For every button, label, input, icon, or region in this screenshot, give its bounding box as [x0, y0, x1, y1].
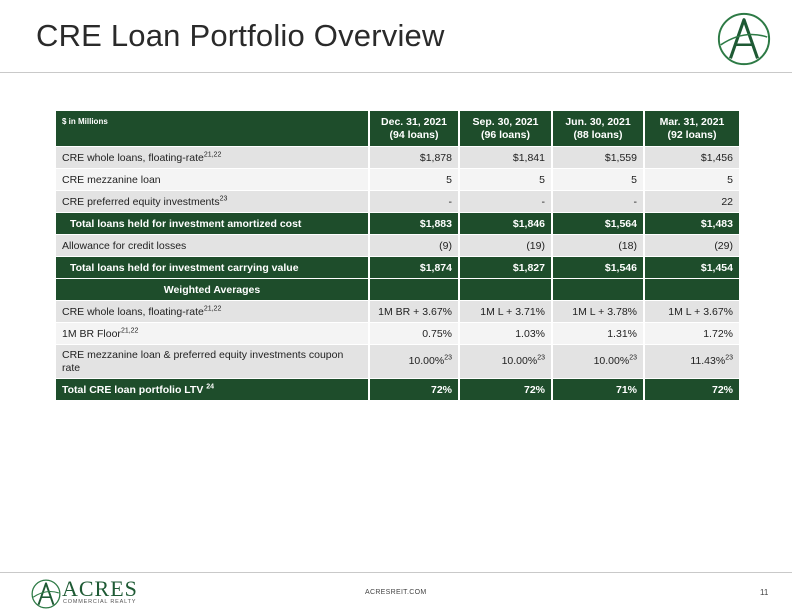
footer-divider: [0, 572, 792, 573]
column-header: Sep. 30, 2021 (96 loans): [460, 111, 553, 147]
table-cell: 11.43%23: [645, 345, 739, 379]
section-header-row: Weighted Averages: [56, 279, 739, 301]
section-header: Weighted Averages: [56, 279, 370, 301]
table-cell: $1,564: [553, 213, 645, 235]
table-cell: [460, 279, 553, 301]
table-row: CRE mezzanine loan & preferred equity in…: [56, 345, 739, 379]
table-cell: 10.00%23: [553, 345, 645, 379]
unit-label: $ in Millions: [56, 111, 370, 147]
table-cell: 10.00%23: [460, 345, 553, 379]
row-label: 1M BR Floor21,22: [56, 323, 370, 345]
page-number: 11: [760, 588, 769, 597]
table-row: CRE whole loans, floating-rate21,22 1M B…: [56, 301, 739, 323]
table-cell: 1M L + 3.71%: [460, 301, 553, 323]
column-header: Mar. 31, 2021 (92 loans): [645, 111, 739, 147]
row-label: CRE mezzanine loan: [56, 169, 370, 191]
table-cell: -: [370, 191, 460, 213]
acres-logo-icon: [717, 12, 771, 66]
column-header: Dec. 31, 2021 (94 loans): [370, 111, 460, 147]
cre-loan-table: $ in Millions Dec. 31, 2021 (94 loans) Se…: [56, 111, 739, 401]
row-label: CRE mezzanine loan & preferred equity in…: [56, 345, 370, 379]
column-header: Jun. 30, 2021 (88 loans): [553, 111, 645, 147]
table-cell: $1,456: [645, 147, 739, 169]
row-label: Allowance for credit losses: [56, 235, 370, 257]
title-divider: [0, 72, 792, 73]
table-row: Allowance for credit losses (9) (19) (18…: [56, 235, 739, 257]
table-cell: (9): [370, 235, 460, 257]
table-cell: 10.00%23: [370, 345, 460, 379]
table-cell: -: [553, 191, 645, 213]
table-cell: $1,827: [460, 257, 553, 279]
table-row: CRE mezzanine loan 5 5 5 5: [56, 169, 739, 191]
table-cell: [645, 279, 739, 301]
table-cell: -: [460, 191, 553, 213]
table-cell: $1,846: [460, 213, 553, 235]
table-cell: [553, 279, 645, 301]
row-label: Total CRE loan portfolio LTV 24: [56, 379, 370, 401]
table-header-row: $ in Millions Dec. 31, 2021 (94 loans) Se…: [56, 111, 739, 147]
row-label: CRE whole loans, floating-rate21,22: [56, 301, 370, 323]
table-cell: $1,878: [370, 147, 460, 169]
table-cell: 5: [370, 169, 460, 191]
table-cell: (29): [645, 235, 739, 257]
table-cell: 1.03%: [460, 323, 553, 345]
table-cell: 1M BR + 3.67%: [370, 301, 460, 323]
table-cell: (18): [553, 235, 645, 257]
table-cell: $1,546: [553, 257, 645, 279]
table-cell: 71%: [553, 379, 645, 401]
total-row: Total loans held for investment amortize…: [56, 213, 739, 235]
page-title: CRE Loan Portfolio Overview: [36, 18, 445, 53]
table-cell: 72%: [370, 379, 460, 401]
table-cell: $1,454: [645, 257, 739, 279]
brand-name: ACRES: [62, 576, 138, 601]
table-cell: 5: [460, 169, 553, 191]
row-label: CRE preferred equity investments23: [56, 191, 370, 213]
table-cell: 1.72%: [645, 323, 739, 345]
row-label: CRE whole loans, floating-rate21,22: [56, 147, 370, 169]
table-cell: 1.31%: [553, 323, 645, 345]
table-cell: 1M L + 3.67%: [645, 301, 739, 323]
table-cell: 72%: [645, 379, 739, 401]
table-cell: $1,841: [460, 147, 553, 169]
row-label: Total loans held for investment amortize…: [56, 213, 370, 235]
table-row: CRE preferred equity investments23 - - -…: [56, 191, 739, 213]
table-cell: 5: [553, 169, 645, 191]
row-label: Total loans held for investment carrying…: [56, 257, 370, 279]
total-row: Total loans held for investment carrying…: [56, 257, 739, 279]
table-cell: 5: [645, 169, 739, 191]
website-link[interactable]: ACRESREIT.COM: [365, 589, 427, 596]
table-cell: $1,883: [370, 213, 460, 235]
table-cell: [370, 279, 460, 301]
table-cell: 0.75%: [370, 323, 460, 345]
table-cell: $1,483: [645, 213, 739, 235]
brand-tagline: COMMERCIAL REALTY: [63, 599, 137, 605]
table-row: 1M BR Floor21,22 0.75% 1.03% 1.31% 1.72%: [56, 323, 739, 345]
table-row: CRE whole loans, floating-rate21,22 $1,8…: [56, 147, 739, 169]
table-cell: 72%: [460, 379, 553, 401]
table-cell: 22: [645, 191, 739, 213]
table-cell: $1,874: [370, 257, 460, 279]
total-row: Total CRE loan portfolio LTV 24 72% 72% …: [56, 379, 739, 401]
acres-logo-icon: [31, 579, 61, 609]
table-cell: 1M L + 3.78%: [553, 301, 645, 323]
table-cell: (19): [460, 235, 553, 257]
table-cell: $1,559: [553, 147, 645, 169]
